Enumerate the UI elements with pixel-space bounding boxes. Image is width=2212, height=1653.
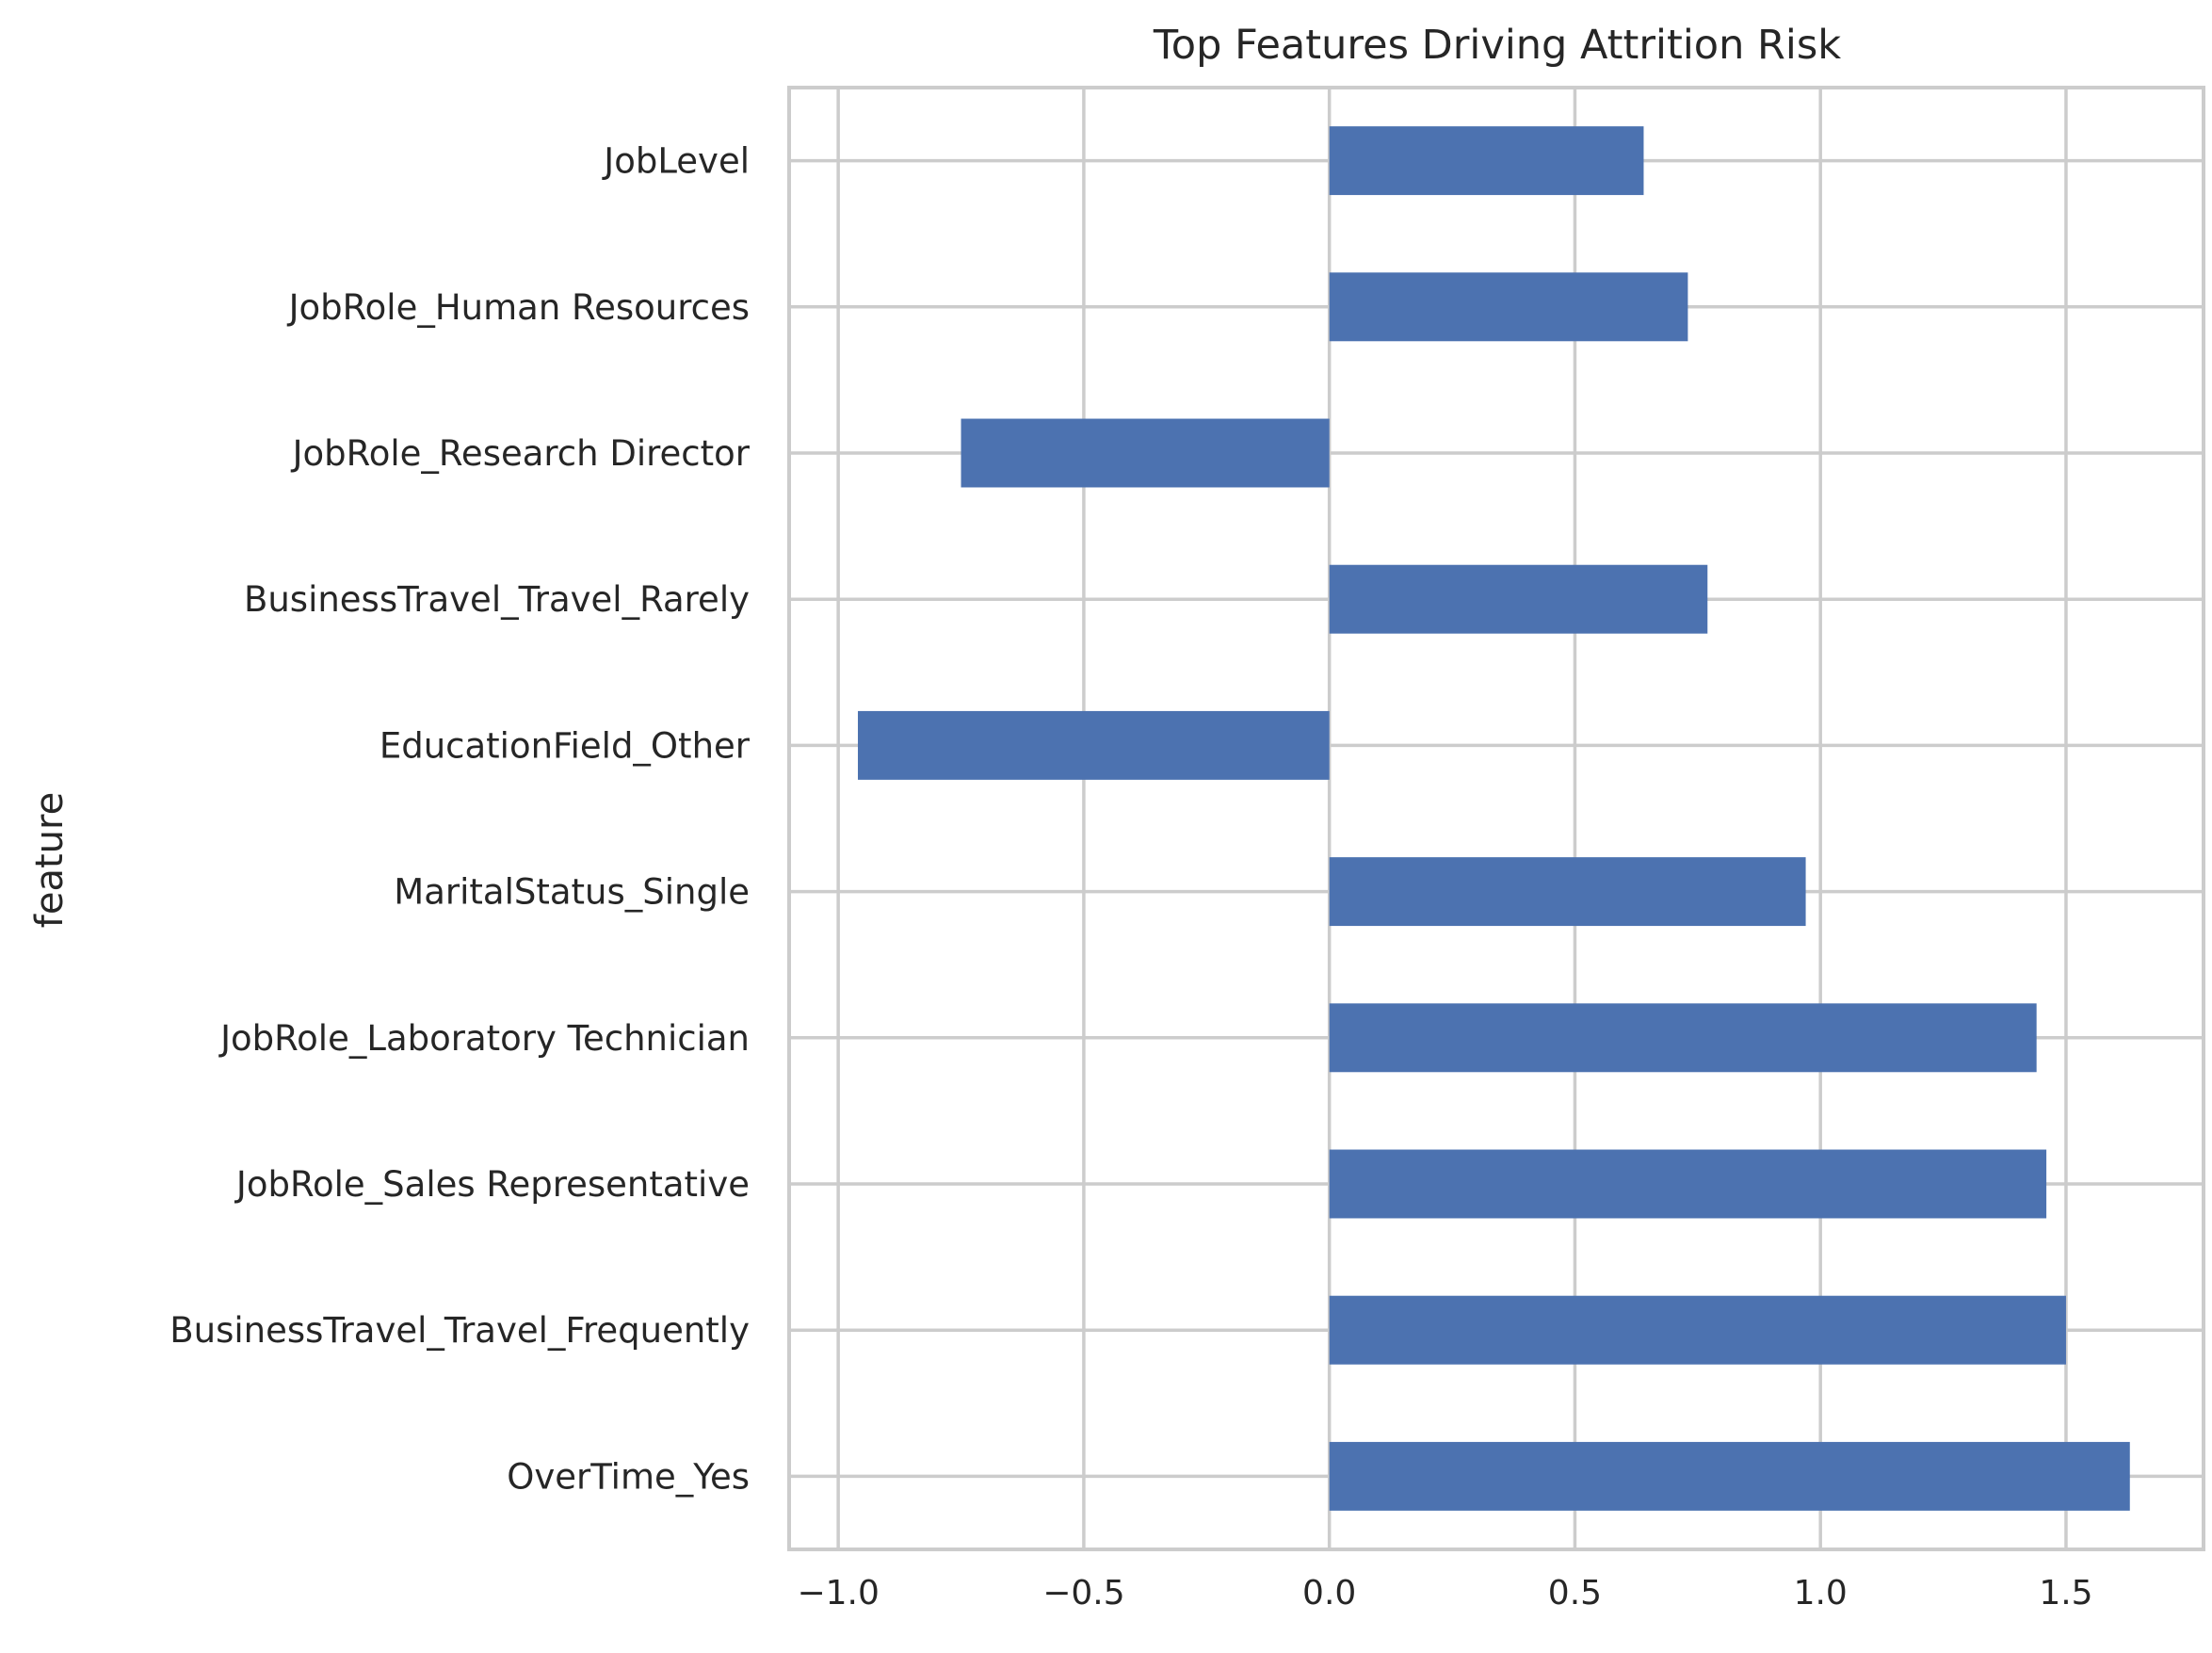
category-label: EducationField_Other (379, 725, 751, 766)
y-tick-labels: JobLevel JobRole_Human Resources JobRole_R… (170, 141, 751, 1498)
bar (1329, 564, 1708, 634)
category-label: JobRole_Research Director (291, 433, 751, 474)
x-tick-label: 0.0 (1302, 1574, 1356, 1612)
category-label: MaritalStatus_Single (394, 872, 750, 913)
bar (1329, 857, 1806, 927)
chart-title: Top Features Driving Attrition Risk (1153, 22, 1841, 69)
x-tick-label: 0.5 (1548, 1574, 1602, 1612)
bar (1329, 1149, 2047, 1219)
category-label: JobRole_Sales Representative (234, 1164, 750, 1205)
category-label: OverTime_Yes (507, 1456, 750, 1497)
bar (961, 418, 1330, 488)
x-tick-label: 1.0 (1794, 1574, 1848, 1612)
bar (1329, 272, 1688, 342)
bar-layer (858, 126, 2130, 1511)
x-tick-label: 1.5 (2039, 1574, 2092, 1612)
y-axis-title: feature (28, 792, 72, 928)
x-tick-labels: −1.0 −0.5 0.0 0.5 1.0 1.5 (797, 1574, 2092, 1612)
category-label: BusinessTravel_Travel_Rarely (244, 579, 750, 620)
bar (1329, 1295, 2066, 1365)
plot-frame (787, 86, 2205, 1551)
category-label: JobRole_Human Resources (287, 287, 750, 328)
bar (1329, 126, 1644, 196)
bar (1329, 1003, 2037, 1073)
category-label: JobRole_Laboratory Technician (218, 1018, 750, 1059)
bar (1329, 1441, 2130, 1511)
category-label: JobLevel (602, 141, 750, 182)
bar (858, 710, 1330, 780)
x-tick-label: −0.5 (1042, 1574, 1124, 1612)
x-tick-label: −1.0 (797, 1574, 879, 1612)
category-label: BusinessTravel_Travel_Frequently (170, 1310, 750, 1351)
